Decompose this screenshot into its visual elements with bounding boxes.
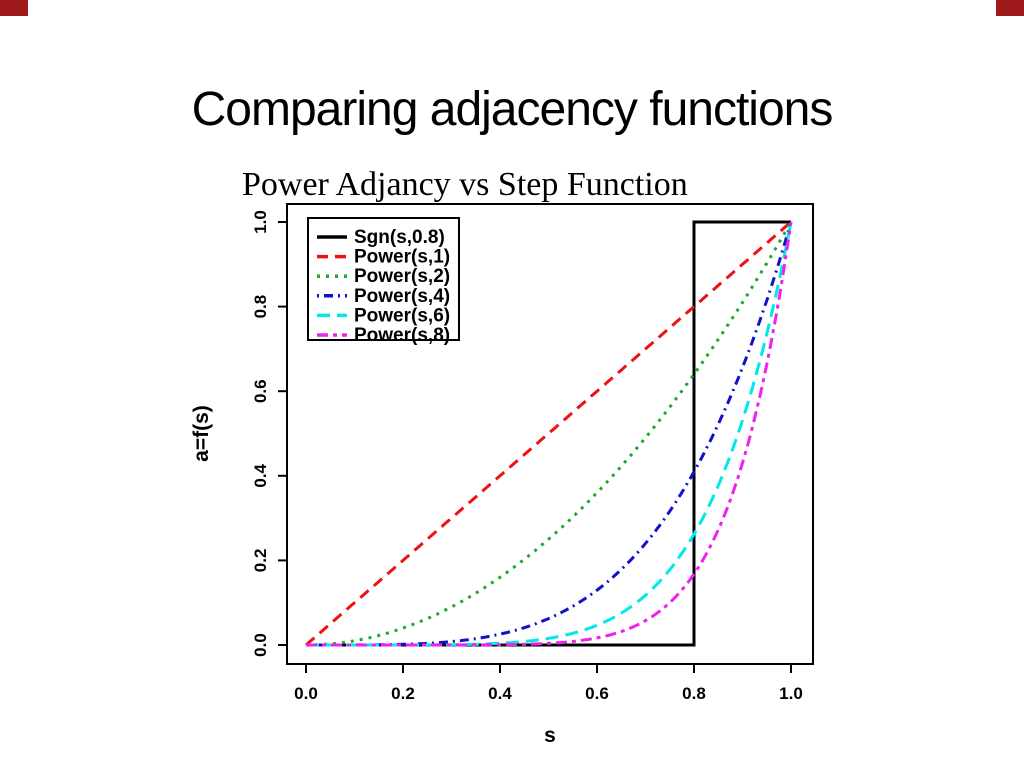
legend-label: Power(s,4) [354,286,450,307]
x-tick-label: 0.2 [391,684,415,703]
x-tick-label: 0.0 [294,684,318,703]
series-power-curve [306,221,793,647]
adjacency-chart: 0.0 0.2 0.4 0.6 0.8 1.0 0.0 0.2 0.4 0.6 0.8 1.0 s a=f… [190,203,814,747]
legend-label: Power(s,2) [354,266,450,287]
legend-label: Power(s,8) [354,325,450,346]
legend-label: Power(s,1) [354,247,450,268]
legend-label: Sgn(s,0.8) [354,227,445,248]
slide-title: Comparing adjacency functions [191,83,834,137]
series-power-curve [306,221,793,647]
x-axis-label: s [544,724,556,747]
x-tick-label: 0.6 [585,684,609,703]
slide-corner-accent-left [0,0,28,16]
y-axis-label: a=f(s) [190,405,213,462]
y-tick-label: 0.4 [251,463,270,487]
y-tick-label: 0.0 [251,633,270,657]
x-tick-label: 0.4 [488,684,512,703]
legend-label: Power(s,6) [354,305,450,326]
chart-area: 0.0 0.2 0.4 0.6 0.8 1.0 0.0 0.2 0.4 0.6 0.8 1.0 s a=f… [170,180,870,760]
y-tick-label: 0.8 [251,295,270,319]
series-power-curve [306,221,793,647]
plot-box [286,203,814,665]
y-tick-label: 0.6 [251,379,270,403]
y-tick-label: 1.0 [251,210,270,234]
x-tick-label: 0.8 [682,684,706,703]
slide-corner-accent-right [996,0,1024,16]
x-tick-label: 1.0 [779,684,803,703]
chart-title: Power Adjancy vs Step Function [242,166,688,204]
y-tick-label: 0.2 [251,549,270,573]
